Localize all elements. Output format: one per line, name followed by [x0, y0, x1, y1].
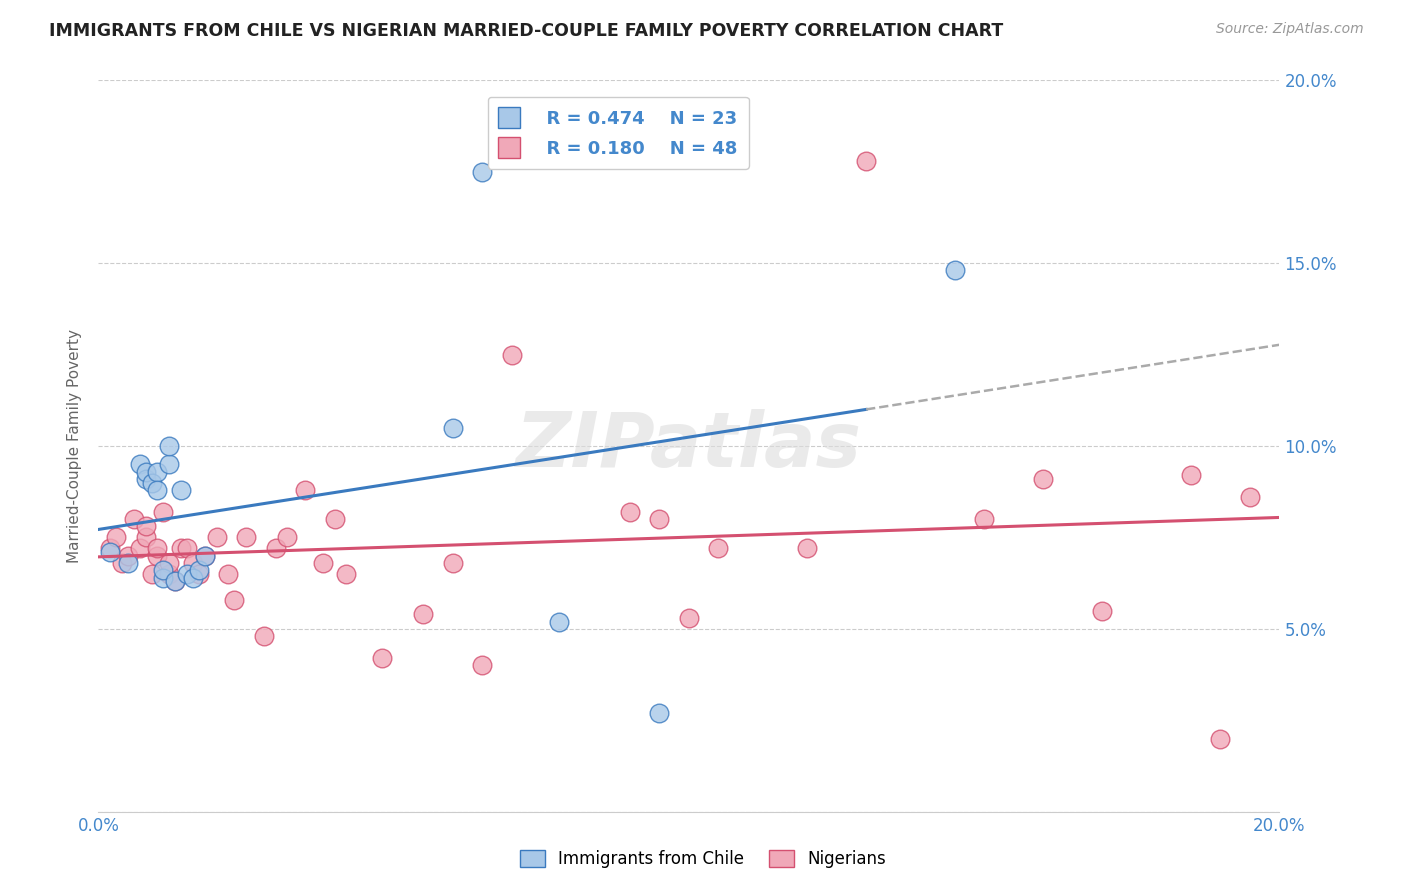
Point	[128, 458, 150, 472]
Y-axis label: Married-Couple Family Poverty: Married-Couple Family Poverty	[67, 329, 83, 563]
Point	[152, 505, 174, 519]
Text: Source: ZipAtlas.com: Source: ZipAtlas.com	[1216, 22, 1364, 37]
Point	[152, 571, 174, 585]
Point	[548, 615, 571, 629]
Point	[181, 571, 204, 585]
Point	[141, 475, 163, 490]
Point	[146, 541, 169, 556]
Point	[135, 472, 157, 486]
Point	[1180, 468, 1202, 483]
Point	[117, 549, 139, 563]
Point	[135, 519, 157, 533]
Point	[205, 530, 228, 544]
Point	[471, 658, 494, 673]
Point	[855, 153, 877, 168]
Point	[441, 556, 464, 570]
Point	[796, 541, 818, 556]
Point	[371, 651, 394, 665]
Point	[111, 556, 134, 570]
Point	[187, 567, 209, 582]
Point	[105, 530, 128, 544]
Point	[335, 567, 357, 582]
Point	[276, 530, 298, 544]
Point	[176, 567, 198, 582]
Point	[128, 541, 150, 556]
Point	[619, 505, 641, 519]
Point	[165, 574, 187, 589]
Point	[187, 563, 209, 577]
Point	[146, 483, 169, 497]
Point	[98, 541, 121, 556]
Point	[176, 541, 198, 556]
Point	[135, 530, 157, 544]
Point	[235, 530, 257, 544]
Point	[157, 458, 180, 472]
Point	[98, 545, 121, 559]
Point	[135, 465, 157, 479]
Point	[648, 512, 671, 526]
Point	[157, 567, 180, 582]
Point	[648, 706, 671, 720]
Point	[224, 592, 246, 607]
Legend:   R = 0.474    N = 23,   R = 0.180    N = 48: R = 0.474 N = 23, R = 0.180 N = 48	[488, 96, 748, 169]
Text: ZIPatlas: ZIPatlas	[516, 409, 862, 483]
Point	[194, 549, 217, 563]
Point	[253, 629, 276, 643]
Point	[294, 483, 316, 497]
Point	[181, 556, 204, 570]
Point	[141, 567, 163, 582]
Point	[1239, 490, 1261, 504]
Point	[157, 439, 180, 453]
Point	[170, 483, 193, 497]
Text: IMMIGRANTS FROM CHILE VS NIGERIAN MARRIED-COUPLE FAMILY POVERTY CORRELATION CHAR: IMMIGRANTS FROM CHILE VS NIGERIAN MARRIE…	[49, 22, 1004, 40]
Point	[312, 556, 335, 570]
Point	[501, 348, 523, 362]
Point	[217, 567, 239, 582]
Point	[157, 556, 180, 570]
Point	[122, 512, 145, 526]
Point	[1209, 731, 1232, 746]
Point	[170, 541, 193, 556]
Point	[678, 611, 700, 625]
Point	[471, 165, 494, 179]
Point	[441, 421, 464, 435]
Point	[165, 574, 187, 589]
Point	[264, 541, 287, 556]
Point	[412, 607, 434, 622]
Point	[152, 563, 174, 577]
Point	[117, 556, 139, 570]
Point	[146, 465, 169, 479]
Point	[973, 512, 995, 526]
Point	[1091, 603, 1114, 617]
Point	[1032, 472, 1054, 486]
Point	[943, 263, 966, 277]
Point	[323, 512, 346, 526]
Point	[194, 549, 217, 563]
Legend: Immigrants from Chile, Nigerians: Immigrants from Chile, Nigerians	[513, 843, 893, 875]
Point	[707, 541, 730, 556]
Point	[146, 549, 169, 563]
